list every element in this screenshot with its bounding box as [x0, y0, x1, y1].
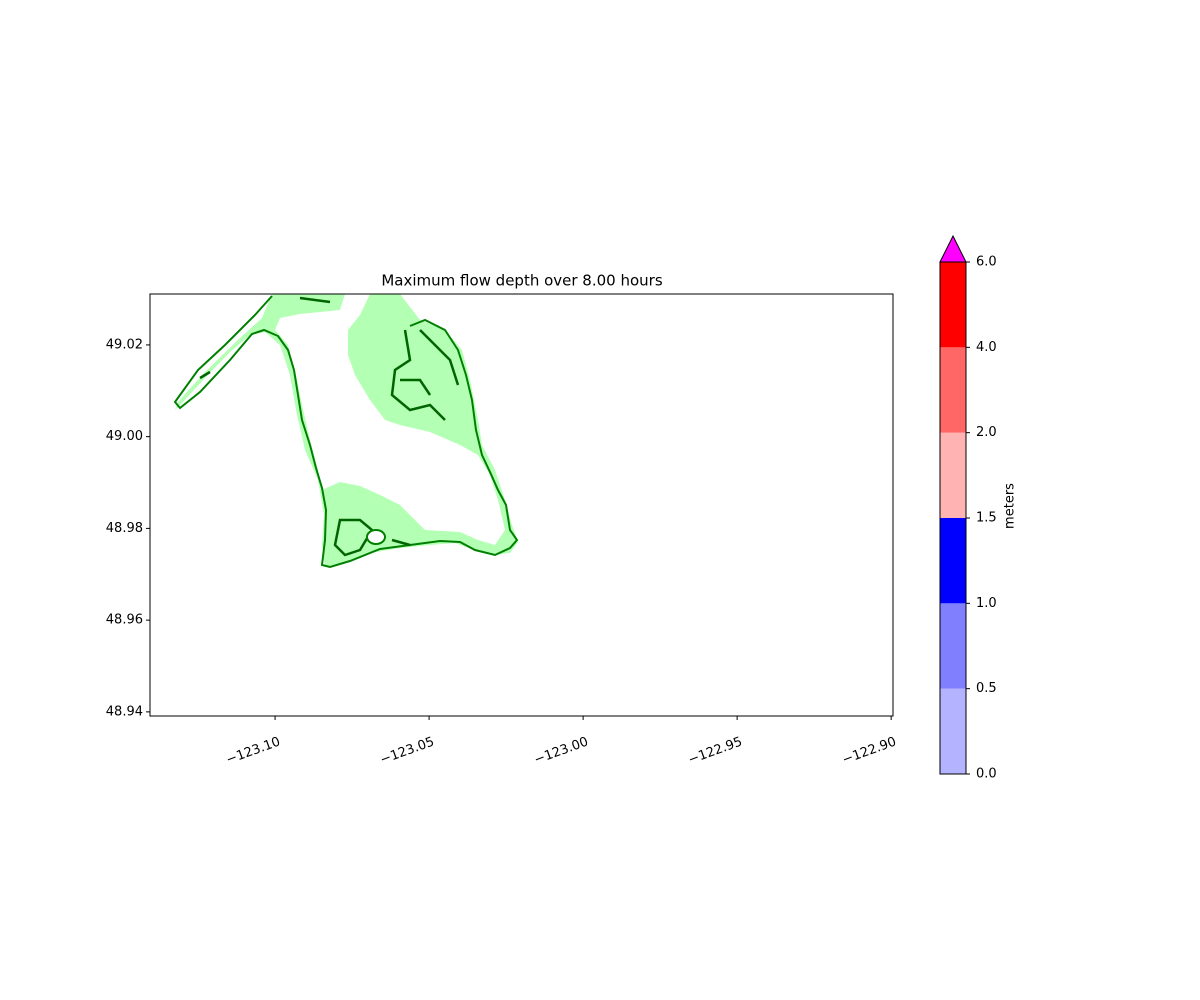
- colorbar-tick-label: 0.5: [976, 681, 997, 696]
- colorbar-tick-label: 1.0: [976, 596, 997, 611]
- map-layer: [173, 294, 519, 569]
- x-tick-label: −122.95: [686, 734, 744, 767]
- inundated-area: [175, 294, 518, 567]
- colorbar-tick-label: 6.0: [976, 255, 997, 270]
- colorbar-segment: [940, 518, 966, 604]
- pond: [366, 529, 386, 545]
- colorbar-tick-label: 0.0: [976, 767, 997, 782]
- colorbar-tick-label: 4.0: [976, 340, 997, 355]
- structures: [199, 296, 460, 557]
- axes-frame: [149, 293, 894, 717]
- x-tick-label: −123.10: [224, 734, 282, 767]
- y-tick-label: 49.02: [106, 337, 143, 352]
- colorbar-tick-label: 1.5: [976, 511, 997, 526]
- y-tick-label: 48.94: [106, 704, 143, 719]
- x-tick-label: −123.05: [378, 734, 436, 767]
- shoreline: [173, 295, 519, 569]
- colorbar-segment: [940, 347, 966, 433]
- chart-title: Maximum flow depth over 8.00 hours: [381, 272, 663, 290]
- colorbar-segment: [940, 688, 966, 774]
- colorbar-extend: [939, 234, 967, 263]
- y-tick-label: 48.98: [106, 521, 143, 536]
- colorbar-tick-label: 2.0: [976, 425, 997, 440]
- colorbar-segment: [940, 603, 966, 689]
- colorbar-label: meters: [1003, 483, 1018, 529]
- colorbar-segment: [940, 432, 966, 518]
- y-tick-label: 49.00: [106, 429, 143, 444]
- colorbar-segment: [940, 262, 966, 348]
- x-tick-label: −122.90: [840, 734, 898, 767]
- y-tick-label: 48.96: [106, 613, 143, 628]
- x-tick-label: −123.00: [532, 734, 590, 767]
